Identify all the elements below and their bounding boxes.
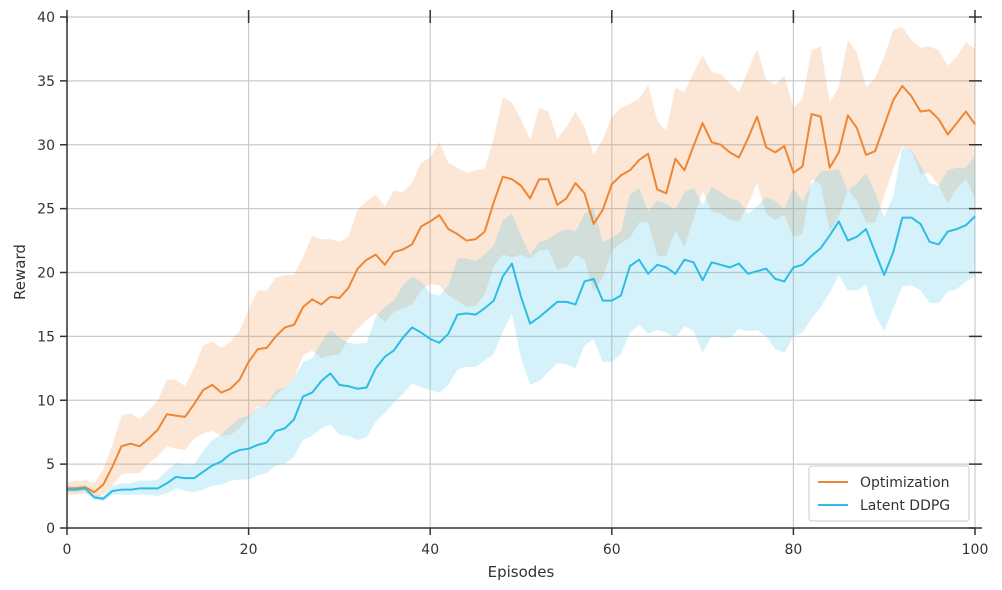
x-tick-label: 80 xyxy=(784,542,802,558)
y-tick-label: 30 xyxy=(37,138,55,154)
y-tick-label: 35 xyxy=(37,74,55,90)
x-tick-label: 0 xyxy=(63,542,72,558)
x-axis-label: Episodes xyxy=(488,563,555,581)
series-lines xyxy=(67,84,976,500)
legend-frame xyxy=(808,465,970,522)
ticks: 0 20 40 60 80 100 0 5 10 15 20 25 30 35 40 xyxy=(37,10,988,558)
y-axis-label: Reward xyxy=(11,244,29,300)
x-tick-label: 60 xyxy=(603,542,621,558)
y-tick-label: 5 xyxy=(46,457,55,473)
x-tick-label: 100 xyxy=(962,542,989,558)
y-tick-label: 10 xyxy=(37,393,55,409)
legend-label-optimization: Optimization xyxy=(860,475,950,491)
y-tick-label: 0 xyxy=(46,521,55,537)
band-optimization xyxy=(67,27,975,498)
y-tick-label: 40 xyxy=(37,10,55,26)
confidence-bands xyxy=(67,27,975,502)
y-tick-label: 25 xyxy=(37,202,55,218)
legend: Optimization Latent DDPG xyxy=(808,465,970,522)
y-tick-label: 20 xyxy=(37,266,55,282)
legend-label-latent-ddpg: Latent DDPG xyxy=(860,498,950,514)
line-latent-ddpg xyxy=(67,215,976,500)
line-optimization xyxy=(67,84,976,494)
band-latent-ddpg xyxy=(67,147,975,502)
x-tick-label: 20 xyxy=(240,542,258,558)
y-tick-label: 15 xyxy=(37,329,55,345)
x-tick-label: 40 xyxy=(421,542,439,558)
